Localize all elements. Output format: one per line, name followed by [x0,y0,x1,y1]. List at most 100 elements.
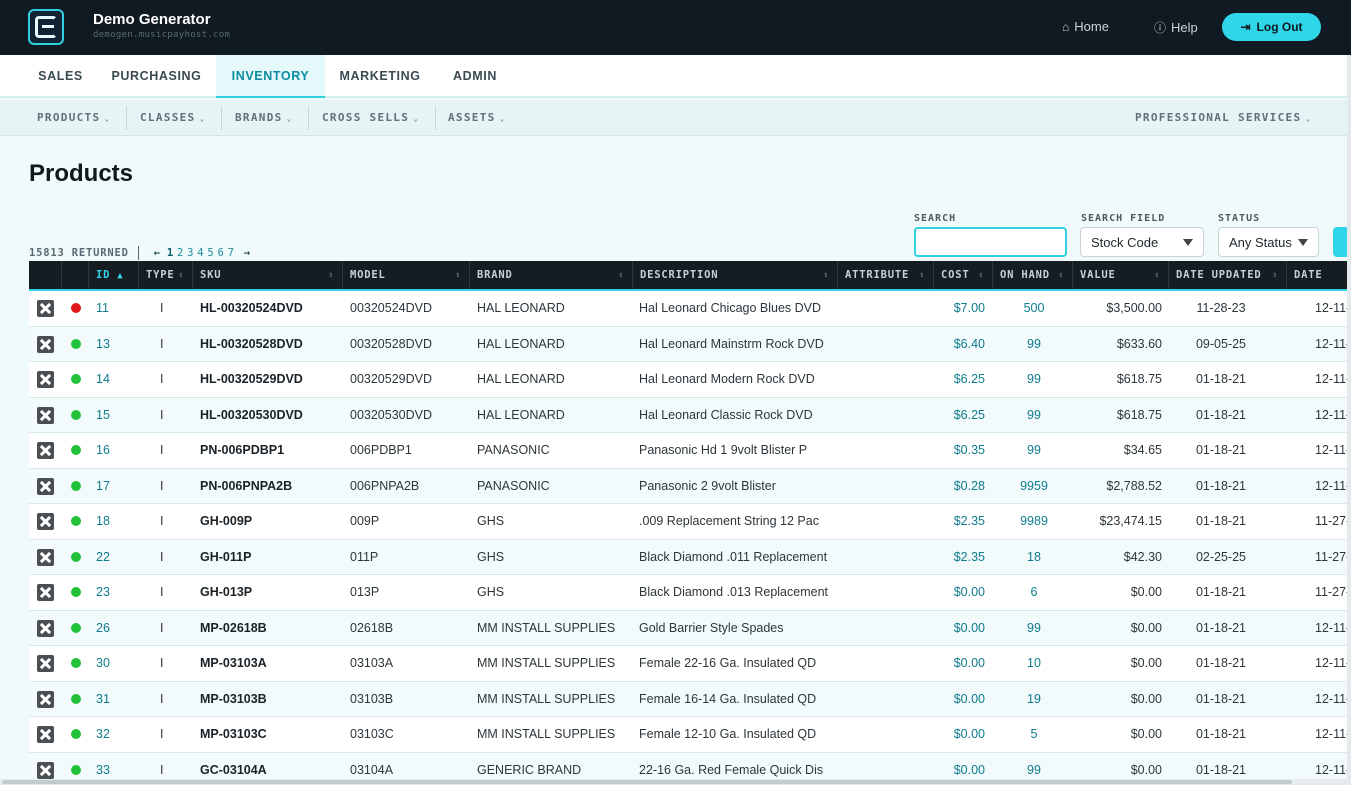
cell-id[interactable]: 16 [96,443,110,457]
subnav-assets[interactable]: ASSETS ⌄ [448,111,506,124]
col-date-updated[interactable]: DATE UPDATED ⇕ [1169,261,1287,289]
subnav-professional-services[interactable]: PROFESSIONAL SERVICES ⌄ [1135,111,1312,124]
prev-page-icon[interactable]: ← [153,247,161,259]
page-2[interactable]: 2 [176,247,185,259]
col-description[interactable]: DESCRIPTION ⇕ [633,261,838,289]
next-page-icon[interactable]: → [243,247,251,259]
table-row[interactable]: 11 I HL-00320524DVD 00320524DVD HAL LEONARD H… [29,291,1351,327]
cell-on-hand[interactable]: 500 [1023,301,1045,315]
cell-on-hand[interactable]: 9989 [1020,514,1048,528]
cell-id[interactable]: 14 [96,372,110,386]
cell-on-hand[interactable]: 19 [1027,691,1041,706]
cell-cost[interactable]: $0.00 [953,762,985,777]
subnav-brands[interactable]: BRANDS ⌄ [235,111,293,124]
cell-cost[interactable]: $2.35 [953,514,985,528]
new-product-button[interactable] [1333,227,1351,257]
cell-cost[interactable]: $6.25 [953,407,985,422]
table-row[interactable]: 30 I MP-03103A 03103A MM INSTALL SUPPLIES Fem… [29,646,1351,682]
delete-icon[interactable] [37,406,54,424]
cell-id[interactable]: 17 [96,478,110,493]
cell-on-hand[interactable]: 99 [1027,336,1041,351]
cell-on-hand[interactable]: 99 [1027,762,1041,777]
col-value[interactable]: VALUE ⇕ [1073,261,1169,289]
delete-icon[interactable] [37,619,54,637]
status-select[interactable]: Any Status [1218,227,1319,257]
delete-icon[interactable] [37,477,54,495]
home-link[interactable]: ⌂ Home [1062,19,1109,34]
col-model[interactable]: MODEL ⇕ [343,261,470,289]
table-row[interactable]: 13 I HL-00320528DVD 00320528DVD HAL LEONARD H… [29,326,1351,362]
cell-id[interactable]: 15 [96,407,110,422]
subnav-products[interactable]: PRODUCTS ⌄ [37,111,111,124]
tab-marketing[interactable]: MARKETING [339,69,421,83]
cell-cost[interactable]: $2.35 [953,549,985,564]
cell-id[interactable]: 31 [96,691,110,706]
tab-admin[interactable]: ADMIN [453,69,497,83]
tab-purchasing[interactable]: PURCHASING [111,69,202,83]
delete-icon[interactable] [37,371,54,388]
table-row[interactable]: 16 I PN-006PDBP1 006PDBP1 PANASONIC Panasonic… [29,433,1351,469]
cell-cost[interactable]: $0.28 [953,478,985,493]
cell-on-hand[interactable]: 18 [1027,549,1041,564]
tab-sales[interactable]: SALES [38,69,83,83]
table-row[interactable]: 15 I HL-00320530DVD 00320530DVD HAL LEONARD H… [29,397,1351,433]
subnav-classes[interactable]: CLASSES ⌄ [140,111,206,124]
delete-icon[interactable] [37,513,54,530]
cell-id[interactable]: 11 [96,301,109,315]
cell-cost[interactable]: $6.40 [953,336,985,351]
page-6[interactable]: 6 [217,247,225,259]
subnav-cross-sells[interactable]: CROSS SELLS ⌄ [322,111,420,124]
cell-cost[interactable]: $0.00 [953,727,985,741]
cell-cost[interactable]: $0.00 [953,656,985,670]
page-3[interactable]: 3 [187,247,195,259]
cell-cost[interactable]: $0.00 [953,585,985,599]
col-sku[interactable]: SKU ⇕ [193,261,343,289]
cell-id[interactable]: 33 [96,762,110,777]
cell-cost[interactable]: $0.00 [953,691,985,706]
col-id[interactable]: ID ▲ [89,261,139,289]
cell-on-hand[interactable]: 99 [1027,372,1041,386]
table-row[interactable]: 22 I GH-011P 011P GHS Black Diamond .011 Repl… [29,539,1351,575]
cell-on-hand[interactable]: 99 [1027,620,1041,635]
cell-id[interactable]: 32 [96,727,110,741]
table-row[interactable]: 14 I HL-00320529DVD 00320529DVD HAL LEONARD H… [29,362,1351,398]
table-row[interactable]: 18 I GH-009P 009P GHS .009 Replacement String… [29,504,1351,540]
cell-id[interactable]: 23 [96,585,110,599]
col-on-hand[interactable]: ON HAND ⇕ [993,261,1073,289]
delete-icon[interactable] [37,442,54,459]
cell-on-hand[interactable]: 6 [1030,585,1038,599]
page-7[interactable]: 7 [227,247,235,259]
logout-button[interactable]: ⇥ Log Out [1222,13,1321,41]
col-attribute[interactable]: ATTRIBUTE ⇕ [838,261,934,289]
table-row[interactable]: 32 I MP-03103C 03103C MM INSTALL SUPPLIES Fem… [29,717,1351,753]
page-5[interactable]: 5 [207,247,215,259]
vertical-scrollbar[interactable] [1347,55,1351,779]
cell-on-hand[interactable]: 5 [1030,727,1038,741]
cell-id[interactable]: 26 [96,620,110,635]
search-input[interactable] [914,227,1067,257]
cell-cost[interactable]: $7.00 [953,301,985,315]
table-row[interactable]: 26 I MP-02618B 02618B MM INSTALL SUPPLIES Gol… [29,610,1351,646]
page-1[interactable]: 1 [166,247,174,259]
delete-icon[interactable] [37,655,54,672]
cell-id[interactable]: 22 [96,549,110,564]
cell-cost[interactable]: $6.25 [953,372,985,386]
delete-icon[interactable] [37,584,54,601]
cell-on-hand[interactable]: 9959 [1020,478,1048,493]
col-type[interactable]: TYPE ⇕ [139,261,193,289]
delete-icon[interactable] [37,726,54,743]
page-4[interactable]: 4 [197,247,205,259]
col-cost[interactable]: COST ⇕ [934,261,993,289]
delete-icon[interactable] [37,548,54,566]
cell-cost[interactable]: $0.00 [953,620,985,635]
search-field-select[interactable]: Stock Code [1080,227,1204,257]
delete-icon[interactable] [37,335,54,353]
col-date-added[interactable]: DATE ADDED [1294,269,1329,309]
cell-id[interactable]: 13 [96,336,110,351]
cell-id[interactable]: 18 [96,514,110,528]
delete-icon[interactable] [37,761,54,779]
delete-icon[interactable] [37,690,54,708]
col-brand[interactable]: BRAND ⇕ [470,261,633,289]
app-logo-icon[interactable] [28,9,64,45]
cell-on-hand[interactable]: 99 [1027,443,1041,457]
